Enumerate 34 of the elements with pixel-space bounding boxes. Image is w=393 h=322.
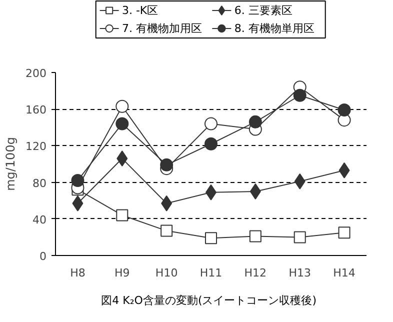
point: [71, 174, 84, 187]
y-tick-label: 80: [32, 176, 47, 190]
point: [338, 226, 350, 239]
point: [204, 117, 218, 130]
point: [248, 115, 262, 128]
legend-label: 7. 有機物加用区: [122, 22, 202, 35]
y-axis-title: mg/100g: [4, 137, 18, 191]
point: [338, 104, 351, 117]
point: [116, 117, 129, 130]
legend-label: 8. 有機物単用区: [234, 22, 314, 35]
point: [249, 230, 262, 242]
point: [205, 232, 217, 244]
y-tick-label: 0: [40, 250, 46, 263]
point: [294, 231, 306, 244]
point: [204, 137, 218, 150]
x-tick-label: H8: [70, 266, 86, 280]
point: [160, 224, 173, 237]
x-tick-label: H9: [114, 266, 130, 280]
point: [116, 100, 129, 113]
point: [116, 209, 128, 222]
point: [293, 88, 306, 102]
y-tick-label: 200: [26, 67, 47, 80]
text: 図4 K₂O含量の変動(スイートコーン収穫後): [101, 294, 317, 307]
y-tick-label: 120: [26, 140, 47, 154]
x-tick-label: H13: [288, 266, 312, 280]
x-tick-label: H12: [244, 266, 267, 280]
legend-label: 6. 三要素区: [234, 4, 292, 17]
x-tick-label: H10: [155, 266, 178, 280]
y-tick-label: 160: [26, 104, 47, 117]
x-tick-label: H11: [200, 266, 222, 280]
point: [160, 158, 174, 172]
y-tick-label: 40: [32, 213, 47, 226]
legend-label: 3. -K区: [122, 4, 158, 17]
x-tick-label: H14: [333, 266, 356, 280]
